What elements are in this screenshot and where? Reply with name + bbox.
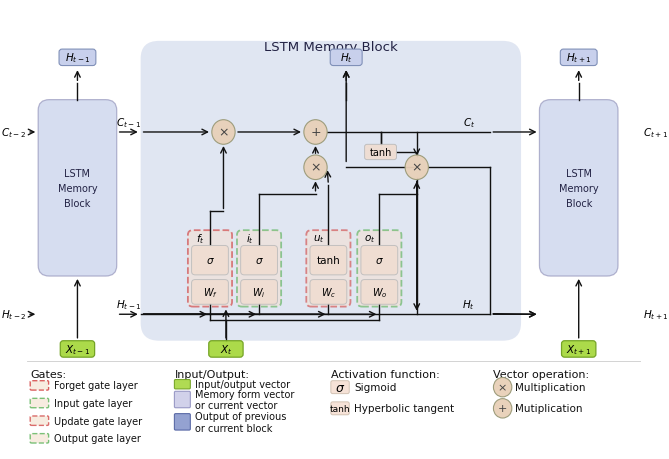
Text: $W_i$: $W_i$ [252,285,266,299]
Text: $X_{t+1}$: $X_{t+1}$ [566,342,591,356]
Text: +: + [498,403,507,414]
Text: Vector operation:: Vector operation: [494,369,589,379]
Text: $H_{t-1}$: $H_{t-1}$ [116,298,141,312]
Text: LSTM
Memory
Block: LSTM Memory Block [58,168,97,208]
Text: Forget gate layer: Forget gate layer [54,381,137,391]
Text: $H_{t+1}$: $H_{t+1}$ [566,51,591,65]
FancyBboxPatch shape [175,380,191,389]
Text: $X_t$: $X_t$ [219,342,232,356]
Ellipse shape [494,399,512,418]
Text: $\sigma$: $\sigma$ [255,256,264,266]
FancyBboxPatch shape [357,231,401,307]
Text: $C_{t-1}$: $C_{t-1}$ [116,116,141,130]
FancyBboxPatch shape [175,414,191,430]
Text: ×: × [218,126,229,139]
Text: Output gate layer: Output gate layer [54,433,140,443]
FancyBboxPatch shape [361,280,397,305]
Text: ×: × [498,382,507,392]
Text: $u_t$: $u_t$ [313,233,325,245]
FancyBboxPatch shape [331,402,349,415]
FancyBboxPatch shape [140,42,521,341]
Ellipse shape [212,120,235,145]
FancyBboxPatch shape [331,381,349,394]
FancyBboxPatch shape [310,280,347,305]
Text: Hyperbolic tangent: Hyperbolic tangent [354,403,454,414]
Text: $\sigma$: $\sigma$ [375,256,384,266]
FancyBboxPatch shape [561,341,596,358]
Text: $C_{t+1}$: $C_{t+1}$ [643,126,668,140]
Text: $C_{t-2}$: $C_{t-2}$ [1,126,26,140]
FancyBboxPatch shape [30,416,49,425]
Text: $H_{t-2}$: $H_{t-2}$ [1,308,26,321]
Text: $W_o$: $W_o$ [371,285,387,299]
Text: $\sigma$: $\sigma$ [335,381,345,394]
FancyBboxPatch shape [38,101,116,276]
FancyBboxPatch shape [175,392,191,408]
Text: Output of previous
or current block: Output of previous or current block [195,411,286,433]
Text: Input/Output:: Input/Output: [175,369,250,379]
FancyBboxPatch shape [365,145,397,160]
Text: Sigmoid: Sigmoid [354,382,397,392]
Text: Mutiplication: Mutiplication [515,403,583,414]
Text: $o_t$: $o_t$ [365,233,376,245]
FancyBboxPatch shape [59,50,96,67]
Text: Update gate layer: Update gate layer [54,416,142,426]
FancyBboxPatch shape [30,381,49,390]
Ellipse shape [304,120,327,145]
FancyBboxPatch shape [30,434,49,443]
Text: Gates:: Gates: [30,369,66,379]
Text: ×: × [411,162,422,174]
Text: tanh: tanh [369,148,392,157]
FancyBboxPatch shape [30,398,49,408]
FancyBboxPatch shape [191,246,228,275]
FancyBboxPatch shape [330,50,362,67]
FancyBboxPatch shape [209,341,243,358]
Text: tanh: tanh [316,256,341,266]
Text: $i_t$: $i_t$ [246,232,254,246]
FancyBboxPatch shape [191,280,228,305]
Text: LSTM
Memory
Block: LSTM Memory Block [559,168,599,208]
Text: $C_t$: $C_t$ [463,116,475,130]
FancyBboxPatch shape [361,246,397,275]
Text: $H_t$: $H_t$ [340,51,353,65]
Ellipse shape [494,378,512,397]
Text: $X_{t-1}$: $X_{t-1}$ [65,342,90,356]
Ellipse shape [304,156,327,180]
Text: ×: × [310,162,320,174]
Text: $H_{t-1}$: $H_{t-1}$ [65,51,90,65]
Text: Input gate layer: Input gate layer [54,398,132,408]
Ellipse shape [405,156,428,180]
FancyBboxPatch shape [237,231,281,307]
Text: Activation function:: Activation function: [331,369,440,379]
FancyBboxPatch shape [539,101,618,276]
Text: Memory form vector
or current vector: Memory form vector or current vector [195,389,294,410]
Text: $f_t$: $f_t$ [197,232,205,246]
FancyBboxPatch shape [188,231,232,307]
FancyBboxPatch shape [60,341,94,358]
Text: $\sigma$: $\sigma$ [205,256,214,266]
Text: $H_{t+1}$: $H_{t+1}$ [643,308,669,321]
FancyBboxPatch shape [241,280,278,305]
Text: LSTM Memory Block: LSTM Memory Block [264,41,397,54]
FancyBboxPatch shape [561,50,597,67]
Text: tanh: tanh [330,404,351,413]
FancyBboxPatch shape [310,246,347,275]
Text: Multiplication: Multiplication [515,382,585,392]
Text: $W_c$: $W_c$ [320,285,336,299]
FancyBboxPatch shape [306,231,351,307]
FancyBboxPatch shape [241,246,278,275]
Text: +: + [310,126,321,139]
Text: $H_t$: $H_t$ [462,298,475,312]
Text: Input/output vector: Input/output vector [195,380,290,389]
Text: $W_f$: $W_f$ [203,285,217,299]
